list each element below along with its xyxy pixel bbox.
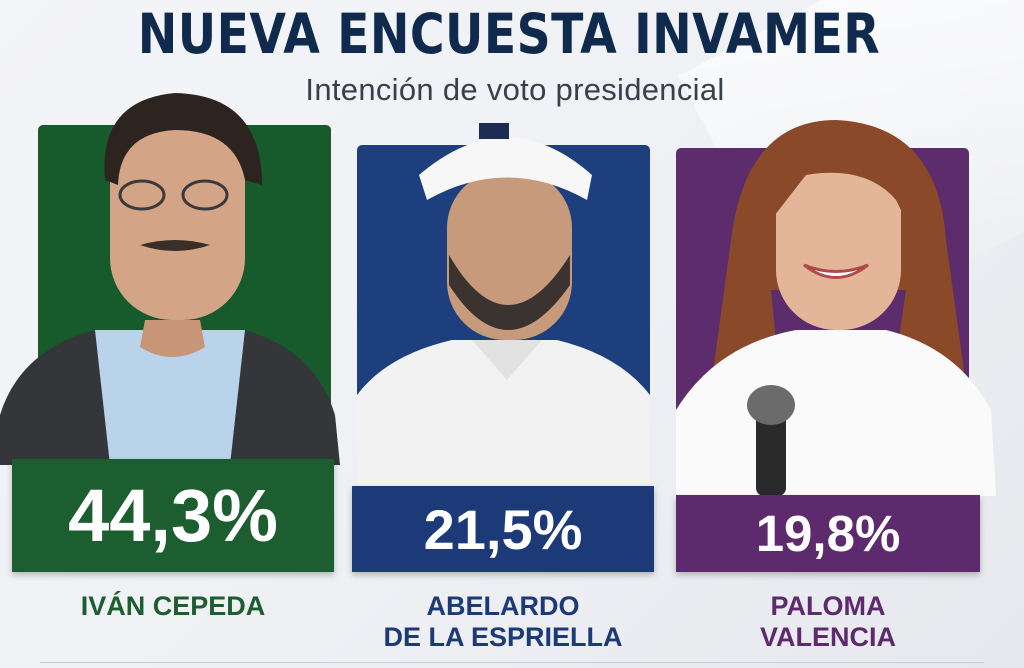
value-box-espriella: 21,5% bbox=[352, 486, 654, 572]
value-box-valencia: 19,8% bbox=[676, 495, 980, 572]
name-line-1: IVÁN CEPEDA bbox=[80, 591, 266, 621]
value-label-cepeda: 44,3% bbox=[68, 474, 278, 557]
value-label-valencia: 19,8% bbox=[755, 505, 901, 562]
candidate-name-cepeda: IVÁN CEPEDA bbox=[12, 591, 334, 622]
candidate-photo-espriella bbox=[357, 115, 650, 487]
baseline-divider bbox=[40, 662, 984, 663]
value-label-espriella: 21,5% bbox=[423, 497, 583, 561]
chart-title: NUEVA ENCUESTA INVAMER bbox=[137, 2, 881, 66]
name-line-2: DE LA ESPRIELLA bbox=[383, 622, 623, 652]
name-line-1: ABELARDO bbox=[426, 591, 580, 621]
candidate-photo-valencia bbox=[676, 120, 996, 496]
candidate-name-valencia: PALOMA VALENCIA bbox=[676, 591, 980, 653]
candidate-photo-cepeda bbox=[0, 85, 340, 465]
chart-subtitle: Intención de voto presidencial bbox=[305, 72, 725, 107]
candidate-name-espriella: ABELARDO DE LA ESPRIELLA bbox=[352, 591, 654, 653]
name-line-1: PALOMA bbox=[770, 591, 886, 621]
value-box-cepeda: 44,3% bbox=[12, 459, 334, 572]
name-line-2: VALENCIA bbox=[759, 622, 896, 652]
